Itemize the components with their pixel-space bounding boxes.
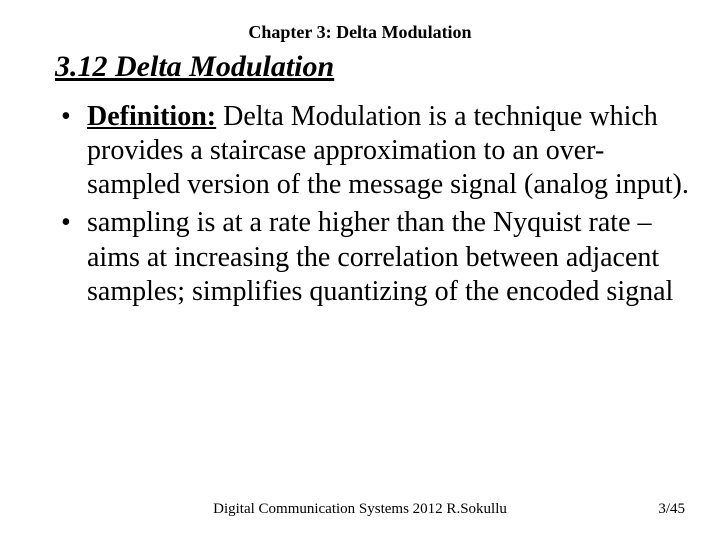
bullet-item: Definition: Delta Modulation is a techni… — [55, 100, 690, 202]
footer-center: Digital Communication Systems 2012 R.Sok… — [0, 501, 720, 518]
bullet-text: sampling is at a rate higher than the Ny… — [87, 207, 673, 306]
bullet-list: Definition: Delta Modulation is a techni… — [55, 100, 690, 309]
page-number: 3/45 — [658, 501, 685, 518]
chapter-header: Chapter 3: Delta Modulation — [0, 22, 720, 43]
bullet-item: sampling is at a rate higher than the Ny… — [55, 206, 690, 308]
section-title: 3.12 Delta Modulation — [55, 50, 334, 84]
definition-label: Definition: — [87, 101, 216, 132]
slide: Chapter 3: Delta Modulation 3.12 Delta M… — [0, 0, 720, 540]
content-area: Definition: Delta Modulation is a techni… — [55, 100, 690, 313]
